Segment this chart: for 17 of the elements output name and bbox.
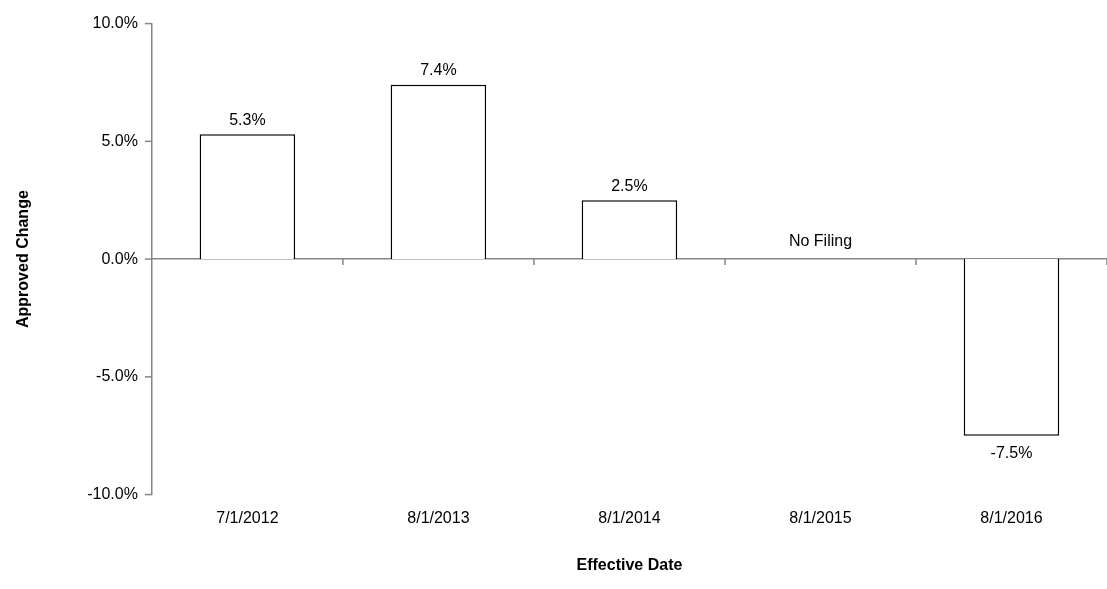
data-label: 7.4%: [420, 61, 457, 79]
x-tick-label: 7/1/2012: [216, 508, 279, 526]
y-tick-label: -5.0%: [96, 367, 138, 385]
x-tick-label: 8/1/2016: [980, 508, 1043, 526]
x-axis-title: Effective Date: [576, 555, 683, 573]
y-axis-title: Approved Change: [14, 190, 32, 328]
data-label: 5.3%: [229, 110, 266, 128]
x-tick-label: 8/1/2014: [598, 508, 661, 526]
data-label: 2.5%: [611, 176, 648, 194]
y-tick-label: 0.0%: [101, 249, 138, 267]
y-tick-label: 5.0%: [101, 131, 138, 149]
data-label: -7.5%: [990, 444, 1033, 462]
x-tick-label: 8/1/2015: [789, 508, 852, 526]
y-tick-label: 10.0%: [92, 14, 138, 32]
y-tick-label: -10.0%: [87, 485, 138, 503]
text: No Filing: [788, 231, 853, 249]
x-tick-label: 8/1/2013: [407, 508, 470, 526]
